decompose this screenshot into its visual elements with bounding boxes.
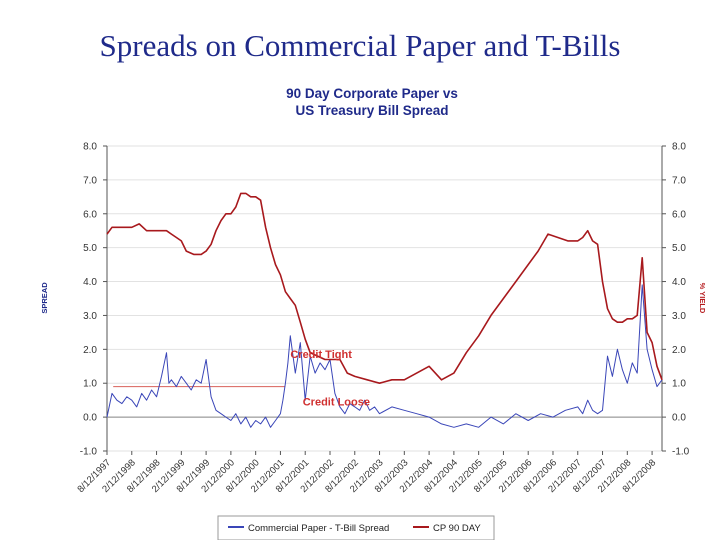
y-tick-right: 6.0 — [672, 209, 686, 220]
gridlines — [107, 145, 662, 452]
legend-box — [217, 515, 495, 540]
chart-title-line: 90 Day Corporate Paper vs — [286, 86, 458, 101]
y-tick-right: 2.0 — [672, 345, 686, 356]
axis-ticks: -1.0 -1.0 0.0 0.0 1.0 1.0 2.0 2.0 3.0 3.0 4.0 4.0 5.… — [75, 142, 689, 496]
series-line-spread — [106, 284, 663, 428]
series-line-cp-90-day — [106, 192, 663, 385]
y-tick-right: 4.0 — [672, 277, 686, 288]
series — [106, 192, 663, 428]
annotation: Credit Tight — [290, 349, 352, 361]
y-tick-left: 1.0 — [83, 379, 97, 390]
y-tick-right: 1.0 — [672, 379, 686, 390]
y-tick-left: 2.0 — [83, 345, 97, 356]
y-axis-label-left: SPREAD — [40, 282, 49, 314]
annotation: Credit Loose — [303, 396, 370, 408]
y-axis-label-right: % YIELD — [698, 283, 707, 314]
chart-title-line: US Treasury Bill Spread — [295, 103, 448, 118]
y-tick-left: 7.0 — [83, 175, 97, 186]
y-tick-right: 5.0 — [672, 243, 686, 254]
y-tick-left: -1.0 — [80, 447, 98, 458]
y-tick-right: 8.0 — [672, 142, 686, 153]
legend-label: CP 90 DAY — [433, 523, 481, 534]
annotations: Credit Tight Credit Loose — [290, 349, 370, 408]
y-tick-right: 0.0 — [672, 413, 686, 424]
legend-label: Commercial Paper - T-Bill Spread — [248, 523, 389, 534]
y-tick-left: 3.0 — [83, 311, 97, 322]
chart-title: 90 Day Corporate Paper vs US Treasury Bil… — [286, 86, 458, 118]
legend: Commercial Paper - T-Bill Spread CP 90 DA… — [217, 515, 495, 540]
y-tick-left: 6.0 — [83, 209, 97, 220]
y-tick-left: 0.0 — [83, 413, 97, 424]
y-tick-left: 4.0 — [83, 277, 97, 288]
slide-title: Spreads on Commercial Paper and T-Bills — [99, 28, 621, 63]
y-tick-right: 3.0 — [672, 311, 686, 322]
y-tick-right: 7.0 — [672, 175, 686, 186]
axes: SPREAD % YIELD — [40, 145, 707, 455]
y-tick-left: 5.0 — [83, 243, 97, 254]
y-tick-left: 8.0 — [83, 142, 97, 153]
y-tick-right: -1.0 — [672, 447, 690, 458]
